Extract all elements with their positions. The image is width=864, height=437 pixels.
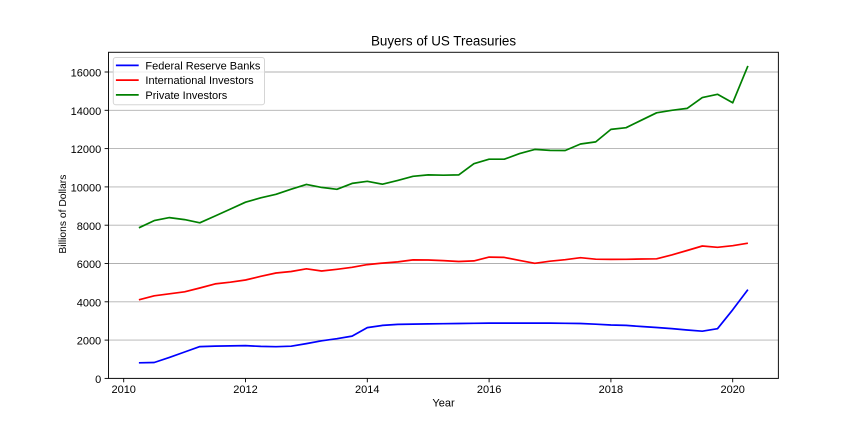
svg-text:0: 0 xyxy=(95,374,101,386)
svg-text:Federal Reserve Banks: Federal Reserve Banks xyxy=(145,60,260,72)
svg-text:Year: Year xyxy=(432,398,455,410)
svg-text:12000: 12000 xyxy=(71,144,102,156)
svg-text:2018: 2018 xyxy=(599,384,623,396)
svg-text:Billions of Dollars: Billions of Dollars xyxy=(58,175,69,254)
svg-text:2020: 2020 xyxy=(720,384,744,396)
svg-text:8000: 8000 xyxy=(77,221,101,233)
svg-text:2000: 2000 xyxy=(77,336,101,348)
svg-text:2012: 2012 xyxy=(233,384,257,396)
svg-text:2010: 2010 xyxy=(111,384,135,396)
svg-text:2014: 2014 xyxy=(355,384,379,396)
svg-text:10000: 10000 xyxy=(71,183,102,195)
svg-text:16000: 16000 xyxy=(71,68,102,80)
svg-text:Buyers of US Treasuries: Buyers of US Treasuries xyxy=(371,34,516,49)
svg-text:4000: 4000 xyxy=(77,297,101,309)
svg-text:International Investors: International Investors xyxy=(145,75,254,87)
svg-text:Private Investors: Private Investors xyxy=(145,90,227,102)
svg-text:2016: 2016 xyxy=(477,384,501,396)
svg-text:6000: 6000 xyxy=(77,259,101,271)
svg-text:14000: 14000 xyxy=(71,106,102,118)
